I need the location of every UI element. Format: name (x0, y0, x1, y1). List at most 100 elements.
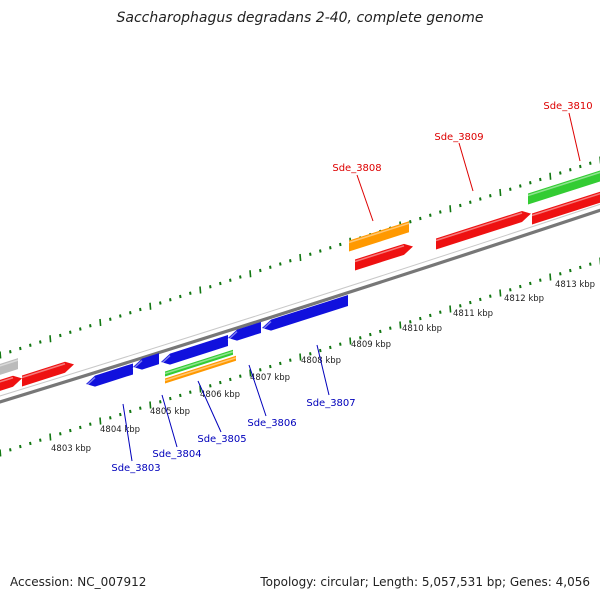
callout-line-sde-3807 (316, 344, 330, 396)
forward-cds-arrow[interactable] (21, 361, 74, 387)
kbp-label: 4812 kbp (504, 294, 544, 304)
kbp-label: 4805 kbp (150, 407, 190, 417)
inner-tick (439, 310, 442, 314)
outer-tick (199, 286, 202, 294)
outer-tick (289, 259, 292, 263)
forward-cds-arrow-sde-3809[interactable] (435, 210, 531, 250)
inner-tick (589, 262, 592, 266)
inner-tick (389, 326, 392, 330)
inner-tick (139, 406, 142, 410)
forward-cds-arrow[interactable] (0, 375, 22, 393)
feature-track (0, 167, 600, 393)
outer-tick (459, 203, 462, 208)
callout-line-sde-3810 (568, 112, 581, 162)
inner-tick (459, 304, 462, 308)
reverse-cds-arrow-sde-3804[interactable] (132, 353, 159, 370)
kbp-label: 4806 kbp (200, 390, 240, 400)
reverse-cds-arrow-sde-3806[interactable] (227, 321, 261, 341)
inner-tick (209, 384, 212, 388)
callout-line-sde-3805 (197, 380, 222, 433)
reverse-cds-arrow[interactable] (160, 335, 228, 365)
inner-tick (469, 300, 472, 305)
gene-label-sde-3805[interactable]: Sde_3805 (197, 434, 246, 445)
forward-cds-arrow-sde-3808[interactable] (354, 243, 413, 271)
forward-cds-arrow-sde-3810[interactable] (531, 191, 600, 225)
orange-feature-bar[interactable] (164, 355, 237, 384)
outer-tick (169, 298, 172, 302)
outer-tick (149, 302, 152, 310)
inner-tick (0, 449, 2, 457)
inner-tick (49, 433, 52, 441)
kbp-label: 4811 kbp (453, 309, 493, 319)
inner-tick (519, 284, 522, 289)
inner-tick (329, 345, 332, 350)
gene-label-sde-3806[interactable]: Sde_3806 (247, 418, 296, 429)
inner-tick (299, 353, 302, 361)
outer-tick (419, 216, 422, 221)
inner-tick (9, 448, 12, 452)
outer-tick (589, 161, 592, 165)
inner-tick (79, 425, 82, 430)
inner-tick (69, 428, 72, 433)
inner-tick (249, 369, 252, 377)
inner-tick (419, 316, 422, 321)
outer-tick (0, 351, 2, 359)
inner-tick (179, 393, 182, 398)
inner-tick (219, 380, 222, 385)
gene-labels: Sde_3808 Sde_3809 Sde_3810 Sde_3803 Sde_… (111, 101, 592, 474)
callout-line-sde-3806 (248, 364, 267, 417)
reverse-cds-arrow-sde-3803[interactable] (85, 363, 133, 387)
inner-tick (379, 329, 382, 334)
outer-tick (219, 281, 222, 286)
outer-tick (9, 350, 12, 354)
inner-tick (319, 348, 322, 353)
reverse-cds-arrow-sde-3807[interactable] (261, 294, 348, 331)
outer-tick (449, 205, 452, 213)
inner-tick (529, 281, 532, 286)
gene-label-sde-3807[interactable]: Sde_3807 (306, 398, 355, 409)
kbp-label: 4809 kbp (351, 340, 391, 350)
gene-label-sde-3810[interactable]: Sde_3810 (543, 101, 592, 112)
inner-tick (59, 432, 62, 436)
gene-callout-lines (122, 112, 581, 462)
gene-label-sde-3803[interactable]: Sde_3803 (111, 463, 160, 474)
outer-tick (179, 294, 182, 299)
map-title: Saccharophagus degradans 2-40, complete … (117, 10, 484, 26)
inner-tick (449, 305, 452, 313)
grey-feature-box[interactable] (0, 358, 19, 376)
gene-label-sde-3809[interactable]: Sde_3809 (434, 132, 483, 143)
outer-tick (409, 220, 412, 224)
gene-label-sde-3808[interactable]: Sde_3808 (332, 163, 381, 174)
outer-tick (489, 194, 492, 198)
orange-feature-box[interactable] (348, 221, 410, 252)
gene-label-sde-3804[interactable]: Sde_3804 (152, 449, 201, 460)
green-feature-bar[interactable] (164, 349, 234, 377)
genome-backbone-inner (0, 203, 600, 397)
inner-tick (119, 412, 122, 417)
inner-tick (269, 364, 272, 369)
outer-tick (569, 168, 572, 172)
outer-tick (119, 314, 122, 318)
inner-tick (549, 273, 552, 281)
genome-backbone (0, 208, 600, 404)
kbp-label: 4810 kbp (402, 324, 442, 334)
inner-tick (169, 396, 172, 401)
inner-tick (489, 294, 492, 298)
outer-tick (529, 181, 532, 185)
inner-tick (239, 374, 242, 378)
outer-tick (129, 311, 132, 315)
inner-tick (539, 278, 542, 282)
inner-tick (189, 390, 192, 394)
inner-tick (339, 342, 342, 346)
inner-tick (369, 332, 372, 337)
outer-tick (549, 172, 552, 180)
green-feature-box[interactable] (527, 167, 600, 205)
kbp-label: 4813 kbp (555, 280, 595, 290)
inner-tick (29, 441, 32, 446)
kbp-label: 4803 kbp (51, 444, 91, 454)
inner-tick (149, 401, 152, 409)
outer-tick (309, 252, 312, 256)
accession-label: Accession: NC_007912 (10, 575, 146, 589)
outer-tick (79, 327, 82, 331)
outer-tick (269, 265, 272, 269)
